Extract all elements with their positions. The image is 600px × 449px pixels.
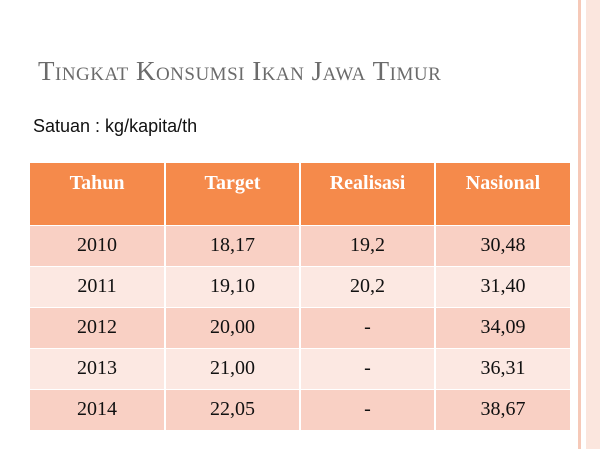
table-cell: 22,05 [165, 388, 301, 430]
table-cell: - [300, 347, 436, 389]
table-cell: 21,00 [165, 347, 301, 389]
subtitle: Satuan : kg/kapita/th [33, 116, 198, 136]
edge-decoration [586, 0, 600, 449]
title: Tingkat Konsumsi Ikan Jawa Timur [38, 56, 442, 86]
header-cell: Realisasi [300, 163, 436, 225]
table-cell: 2011 [30, 265, 166, 307]
table-cell: 20,2 [300, 265, 436, 307]
table-body: 2010 18,17 19,2 30,48 2011 19,10 20,2 31,40 2012… [30, 224, 570, 430]
table-cell: 19,2 [300, 224, 436, 266]
table-cell: 2012 [30, 306, 166, 348]
header-cell: Nasional [435, 163, 570, 225]
table-row: 2011 19,10 20,2 31,40 [30, 265, 570, 307]
table-cell: 19,10 [165, 265, 301, 307]
table-cell: 2014 [30, 388, 166, 430]
edge-decoration [578, 0, 581, 449]
data-table: Tahun Target Realisasi Nasional 2010 18,17 19… [30, 163, 570, 430]
table-cell: 34,09 [435, 306, 570, 348]
table-row: 2013 21,00-36,31 [30, 347, 570, 389]
table-row: 2012 20,00-34,09 [30, 306, 570, 348]
table-cell: 38,67 [435, 388, 570, 430]
header-cell: Target [165, 163, 301, 225]
table-cell: 31,40 [435, 265, 570, 307]
table-row: 2014 22,05-38,67 [30, 388, 570, 430]
table-cell: - [300, 388, 436, 430]
header-row: Tahun Target Realisasi Nasional [30, 163, 570, 225]
table-header: Tahun Target Realisasi Nasional [30, 163, 570, 225]
table-cell: - [300, 306, 436, 348]
table-cell: 18,17 [165, 224, 301, 266]
table-cell: 2010 [30, 224, 166, 266]
table-row: 2010 18,17 19,2 30,48 [30, 224, 570, 266]
table-cell: 36,31 [435, 347, 570, 389]
table-cell: 30,48 [435, 224, 570, 266]
header-cell: Tahun [30, 163, 166, 225]
table-cell: 2013 [30, 347, 166, 389]
table-cell: 20,00 [165, 306, 301, 348]
